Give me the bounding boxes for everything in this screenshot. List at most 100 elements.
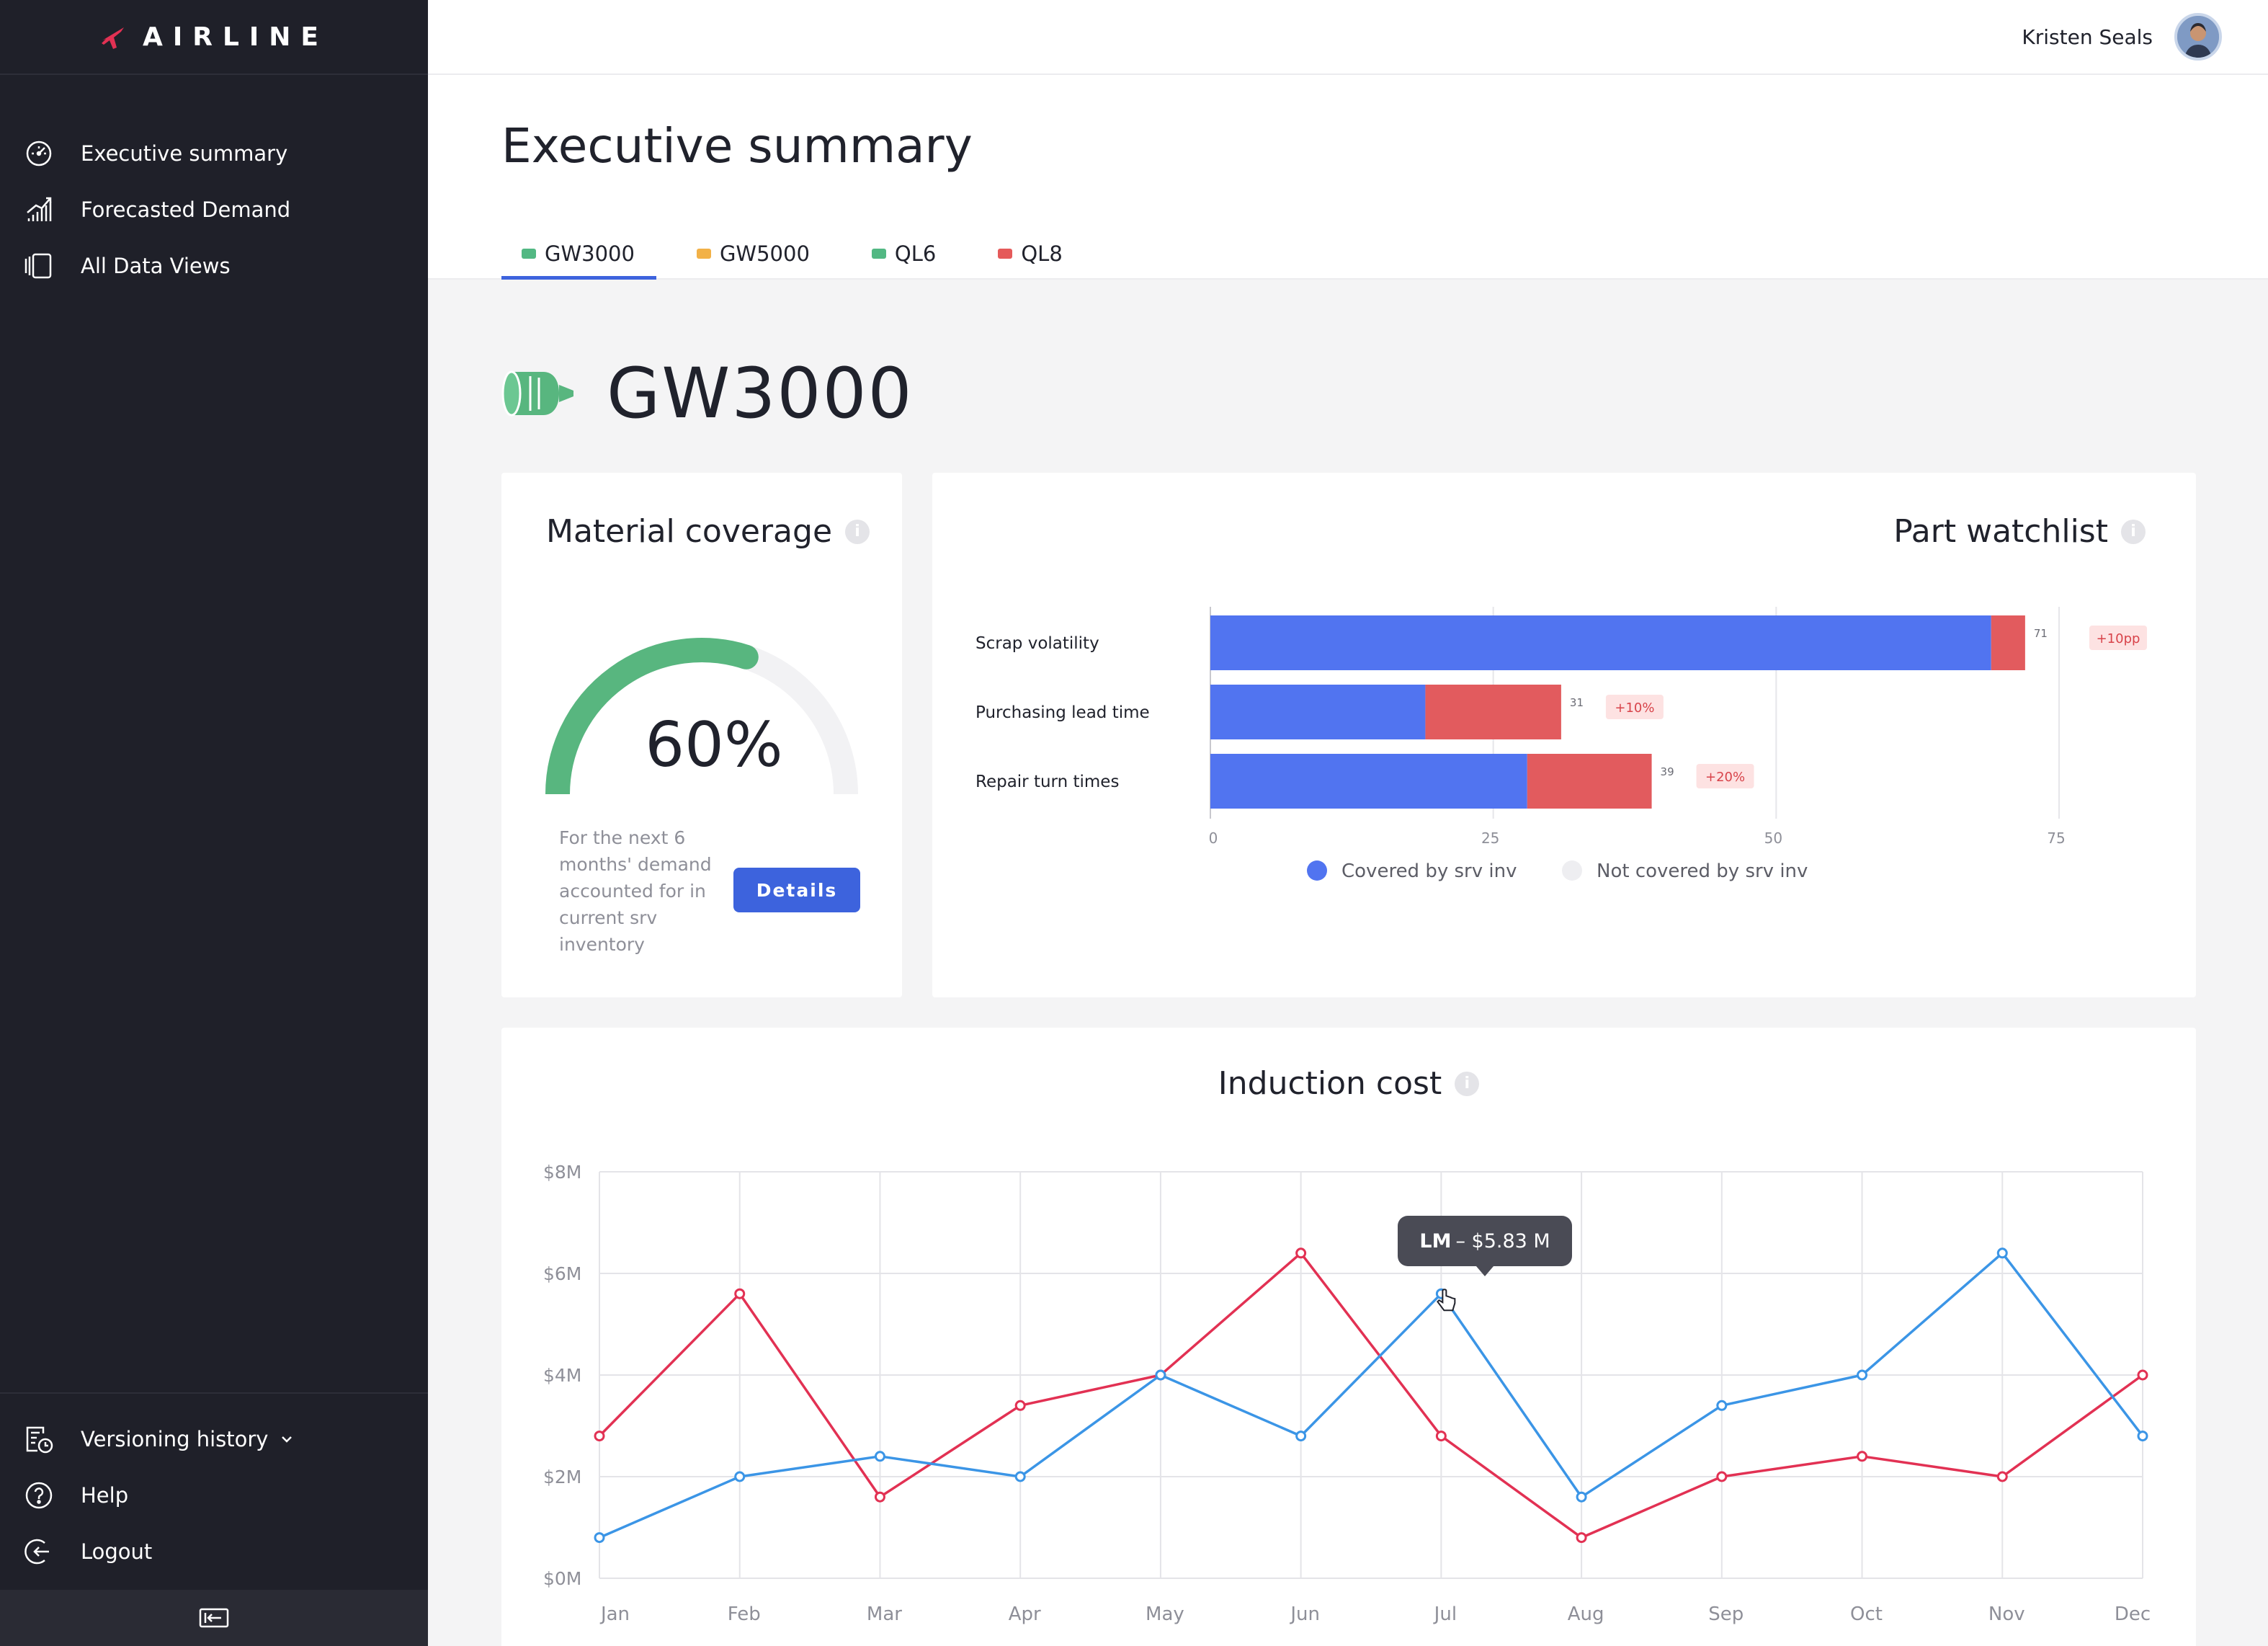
- sidebar-item-label: All Data Views: [81, 254, 231, 278]
- change-badge: +20%: [1696, 764, 1754, 788]
- point-series-lm: [2137, 1431, 2148, 1442]
- point-series-lm: [734, 1471, 746, 1482]
- y-tick-label: $2M: [543, 1467, 581, 1487]
- badge-label: +10%: [1615, 700, 1654, 716]
- point-series-lm: [1716, 1400, 1728, 1411]
- point-series-lm: [1576, 1491, 1587, 1503]
- brand-name: AIRLINE: [142, 22, 329, 52]
- sidebar-item-help[interactable]: Help: [0, 1467, 428, 1523]
- panels-icon: [24, 253, 52, 279]
- x-tick-label: May: [1146, 1603, 1184, 1625]
- info-icon[interactable]: i: [845, 519, 870, 544]
- x-tick-label: Jan: [599, 1603, 630, 1625]
- collapse-sidebar-button[interactable]: [0, 1590, 428, 1646]
- info-icon[interactable]: i: [1455, 1071, 1480, 1096]
- brand[interactable]: AIRLINE: [0, 0, 428, 75]
- tab-ql6[interactable]: QL6: [852, 231, 957, 280]
- bar-not-covered: [1527, 754, 1652, 809]
- help-icon: [25, 1482, 53, 1509]
- sidebar-item-all-data-views[interactable]: All Data Views: [0, 238, 428, 294]
- card-title: Induction cost i: [501, 1065, 2196, 1102]
- x-tick-label: 25: [1481, 829, 1499, 847]
- logout-icon: [24, 1539, 49, 1565]
- tab-label: GW3000: [545, 241, 635, 266]
- tab-label: QL8: [1021, 241, 1063, 266]
- engine-icon: [696, 248, 711, 259]
- main-nav: Executive summary Forecasted Demand All …: [0, 75, 428, 294]
- legend-label: Covered by srv inv: [1341, 860, 1517, 882]
- point-series-lm: [1155, 1369, 1166, 1381]
- point-series-a: [1295, 1247, 1307, 1259]
- badge-label: +10pp: [2097, 631, 2140, 646]
- induction-cost-chart: $0M $2M $4M $6M $8M Jan Feb Mar Apr May Jun Jul Aug S…: [543, 1162, 2151, 1625]
- point-series-lm: [1996, 1247, 2008, 1259]
- tab-ql8[interactable]: QL8: [978, 231, 1084, 280]
- sidebar-item-logout[interactable]: Logout: [0, 1523, 428, 1580]
- engine-icon: [871, 248, 886, 259]
- category-label: Repair turn times: [975, 773, 1119, 791]
- y-tick-label: $6M: [543, 1263, 581, 1284]
- induction-cost-card: Induction cost i $0M $2M $4M $6M $8M Jan Feb Ma…: [501, 1028, 2196, 1646]
- bar-covered: [1210, 685, 1426, 739]
- point-series-a: [1857, 1451, 1868, 1462]
- engine-icon: [998, 248, 1013, 259]
- point-series-lm: [874, 1451, 885, 1462]
- tooltip-value: – $5.83 M: [1455, 1229, 1550, 1253]
- chart-tooltip: LM – $5.83 M: [1398, 1216, 1572, 1277]
- sidebar-item-versioning-history[interactable]: Versioning history: [0, 1411, 428, 1467]
- bar-not-covered: [1425, 685, 1561, 739]
- avatar[interactable]: [2174, 13, 2222, 61]
- engine-icon: [522, 248, 536, 259]
- cursor-shape: [1437, 1289, 1456, 1312]
- change-badge: +10%: [1605, 695, 1664, 719]
- coverage-value: 60%: [645, 709, 783, 781]
- x-tick-label: 0: [1209, 829, 1218, 847]
- x-tick-label: 50: [1764, 829, 1782, 847]
- point-series-a: [874, 1491, 885, 1503]
- tab-label: QL6: [894, 241, 937, 266]
- sidebar-item-forecasted-demand[interactable]: Forecasted Demand: [0, 182, 428, 238]
- x-tick-label: Apr: [1009, 1603, 1041, 1625]
- sidebar-item-label: Help: [81, 1483, 129, 1508]
- category-label: Purchasing lead time: [975, 703, 1150, 722]
- badge-bg: [1605, 695, 1664, 719]
- info-icon[interactable]: i: [2121, 519, 2146, 544]
- product-name: GW3000: [607, 353, 914, 434]
- bar-total-label: 39: [1661, 765, 1674, 778]
- coverage-gauge: [545, 638, 858, 795]
- change-badge: +10pp: [2089, 626, 2147, 650]
- x-tick-label: Nov: [1988, 1603, 2025, 1625]
- chevron-down-icon: [282, 1436, 293, 1443]
- gauge-fill: [545, 638, 751, 795]
- card-title-text: Induction cost: [1218, 1065, 1442, 1102]
- x-tick-label: Mar: [867, 1603, 902, 1625]
- x-tick-label: Oct: [1850, 1603, 1883, 1625]
- legend-swatch-covered: [1307, 860, 1327, 881]
- user-name: Kristen Seals: [2022, 25, 2153, 49]
- legend-swatch-not-covered: [1562, 860, 1582, 881]
- y-tick-label: $4M: [543, 1365, 581, 1386]
- details-button[interactable]: Details: [733, 868, 860, 912]
- top-bar: Kristen Seals: [428, 0, 2268, 75]
- card-title-text: Material coverage: [546, 513, 833, 550]
- tab-gw5000[interactable]: GW5000: [677, 231, 831, 280]
- part-watchlist-card: Part watchlist i 0 25 50 75 Scrap volatility…: [932, 473, 2196, 997]
- series-line-lm: [599, 1252, 2144, 1539]
- y-tick-label: $8M: [543, 1162, 581, 1183]
- gauge-cap: [733, 644, 759, 669]
- tab-gw3000[interactable]: GW3000: [501, 231, 656, 280]
- badge-label: +20%: [1705, 770, 1745, 785]
- badge-bg: [1696, 764, 1754, 788]
- card-title: Part watchlist i: [1893, 513, 2146, 550]
- bar-not-covered: [1991, 615, 2025, 670]
- engine-icon: [501, 370, 573, 417]
- point-series-a: [1996, 1471, 2008, 1482]
- point-series-a: [2137, 1369, 2148, 1381]
- coverage-note: For the next 6 months' demand accounted …: [559, 827, 712, 955]
- product-heading: GW3000: [501, 353, 914, 434]
- card-title-text: Part watchlist: [1893, 513, 2108, 550]
- point-series-lm: [1295, 1431, 1307, 1442]
- point-series-a: [1576, 1532, 1587, 1544]
- legend-label: Not covered by srv inv: [1597, 860, 1808, 882]
- sidebar-item-executive-summary[interactable]: Executive summary: [0, 125, 428, 182]
